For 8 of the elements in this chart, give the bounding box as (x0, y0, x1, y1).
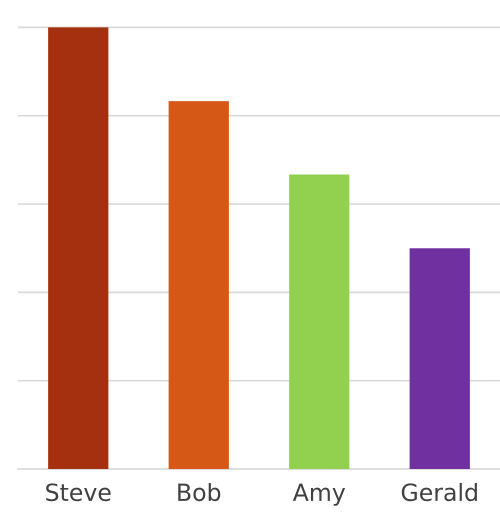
bar (168, 101, 229, 470)
x-tick-label: Amy (292, 484, 346, 506)
x-tick-label: Bob (178, 482, 220, 502)
bar (410, 248, 470, 470)
bar (289, 174, 350, 470)
x-tick-label: Gerald (402, 482, 477, 502)
bar (48, 27, 108, 470)
x-tick-label: Steve (46, 483, 111, 502)
